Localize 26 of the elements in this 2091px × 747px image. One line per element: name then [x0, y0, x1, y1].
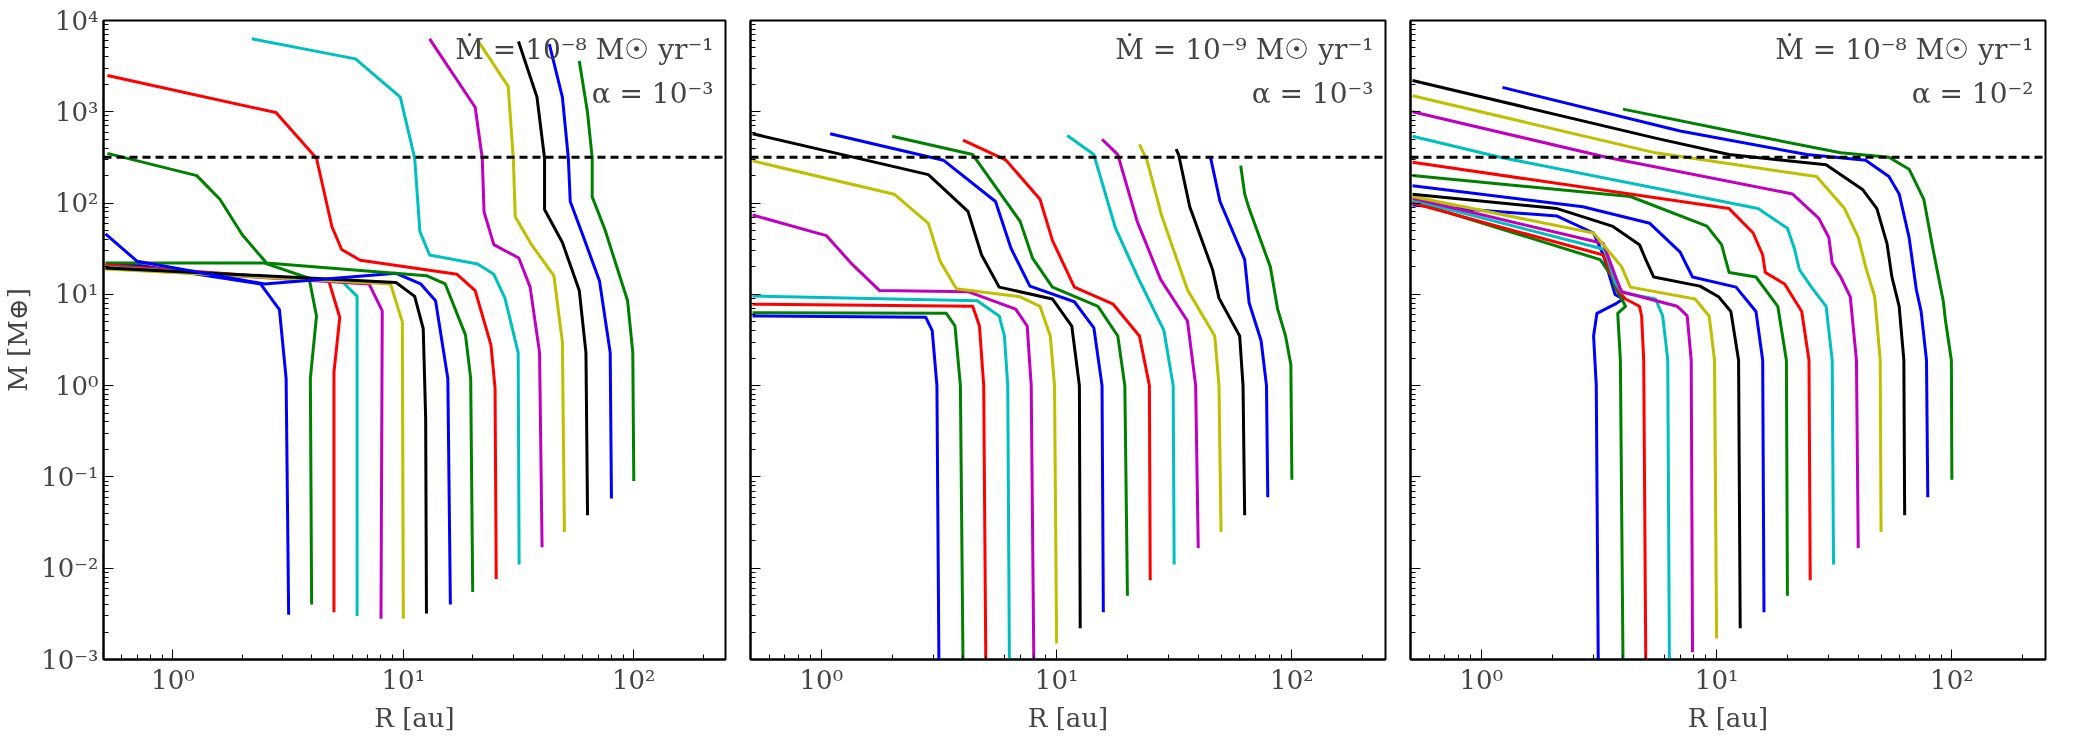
x-axis-title: R [au] [1687, 702, 1769, 733]
y-tick-label: 10⁻² [41, 553, 99, 584]
x-axis-title: R [au] [374, 702, 455, 733]
x-tick-label: 10⁰ [151, 664, 195, 695]
y-tick-label: 10⁻³ [41, 644, 99, 675]
annotation: α = 10⁻³ [1251, 76, 1374, 110]
y-tick-label: 10⁰ [54, 370, 99, 401]
y-tick-label: 10¹ [54, 279, 99, 310]
annotation: α = 10⁻² [1911, 76, 2034, 110]
x-tick-label: 10² [1270, 664, 1314, 695]
y-tick-label: 10⁻¹ [41, 461, 99, 492]
y-tick-label: 10³ [54, 96, 99, 127]
x-tick-label: 10¹ [381, 664, 426, 695]
x-axis-title: R [au] [1027, 702, 1109, 733]
x-tick-label: 10⁰ [799, 664, 844, 695]
x-tick-label: 10¹ [1694, 664, 1739, 695]
annotation: α = 10⁻³ [591, 76, 714, 110]
y-tick-label: 10⁴ [54, 5, 99, 36]
x-tick-label: 10⁰ [1459, 664, 1504, 695]
x-tick-label: 10¹ [1034, 664, 1079, 695]
x-tick-label: 10² [1930, 664, 1974, 695]
annotation: Ṁ = 10⁻⁹ M☉ yr⁻¹ [1115, 32, 1374, 66]
y-axis-title: M [M⊕] [3, 288, 34, 392]
x-tick-label: 10² [612, 664, 656, 695]
y-tick-label: 10² [54, 188, 99, 219]
annotation: Ṁ = 10⁻⁸ M☉ yr⁻¹ [1775, 32, 2034, 66]
